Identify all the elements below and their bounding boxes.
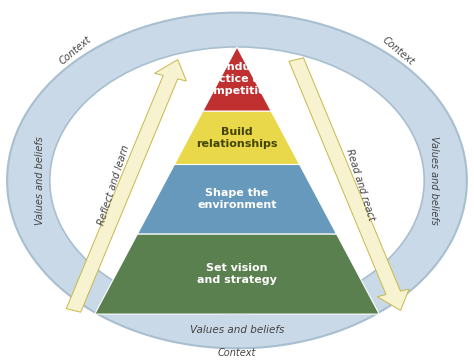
Text: Context: Context [58, 34, 94, 67]
Polygon shape [289, 58, 409, 310]
Polygon shape [174, 111, 300, 165]
Text: Shape the
environment: Shape the environment [197, 188, 277, 210]
Text: Conduct
practice and
competition: Conduct practice and competition [198, 62, 276, 96]
Text: Values and beliefs: Values and beliefs [35, 136, 46, 225]
Ellipse shape [50, 47, 424, 314]
Text: Values and beliefs: Values and beliefs [190, 325, 284, 335]
Polygon shape [203, 47, 271, 111]
Polygon shape [66, 60, 186, 312]
Ellipse shape [7, 13, 467, 348]
Text: Reflect and learn: Reflect and learn [96, 144, 131, 226]
Text: Context: Context [380, 34, 416, 67]
Text: Build
relationships: Build relationships [196, 127, 278, 149]
Polygon shape [95, 234, 379, 314]
Text: Set vision
and strategy: Set vision and strategy [197, 263, 277, 285]
Text: Values and beliefs: Values and beliefs [428, 136, 439, 225]
Text: Read and react: Read and react [344, 148, 376, 222]
Polygon shape [137, 165, 337, 234]
Text: Context: Context [218, 348, 256, 358]
